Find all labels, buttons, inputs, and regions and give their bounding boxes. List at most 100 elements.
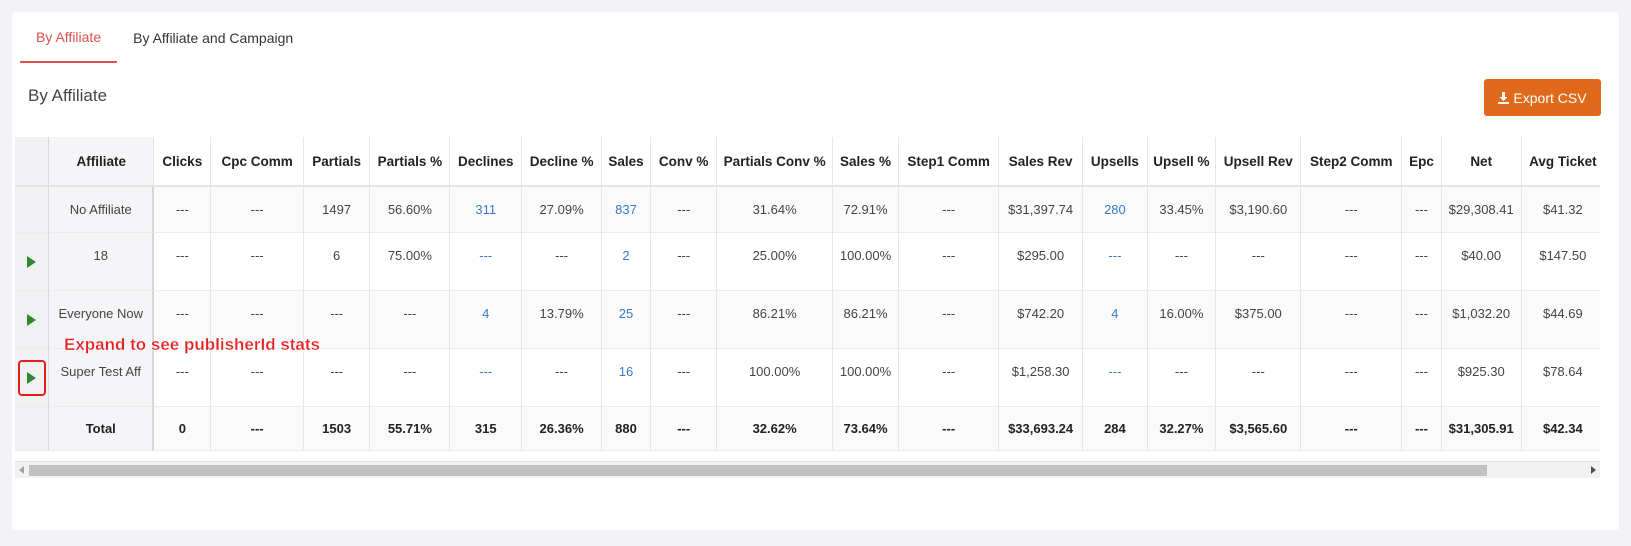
cell: $78.64	[1521, 349, 1600, 407]
cell: ---	[1402, 349, 1442, 407]
upsells-link[interactable]: 280	[1083, 187, 1148, 233]
cell: $41.32	[1521, 187, 1600, 233]
caret-right-icon	[27, 371, 37, 384]
cell: ---	[899, 187, 1000, 233]
affiliate-table-container: Affiliate Clicks Cpc Comm Partials Parti…	[15, 137, 1600, 475]
total-cell: 315	[450, 407, 523, 451]
cell: ---	[899, 233, 1000, 291]
column-header[interactable]: Sales %	[832, 137, 900, 187]
scrollbar-thumb[interactable]	[29, 465, 1487, 476]
affiliate-name: 18	[49, 233, 155, 291]
cell: 31.64%	[717, 187, 833, 233]
column-header[interactable]: Sales	[602, 137, 651, 187]
column-header[interactable]: Upsell %	[1147, 137, 1217, 187]
column-header[interactable]: Upsell Rev	[1216, 137, 1302, 187]
cell: 16.00%	[1147, 291, 1217, 349]
table-row: 18 --- --- 6 75.00% --- --- 2 --- 25.00%…	[15, 233, 1600, 291]
total-cell: $33,693.24	[999, 407, 1084, 451]
expand-cell	[15, 233, 50, 291]
cell: ---	[1147, 349, 1217, 407]
affiliate-name: No Affiliate	[49, 187, 155, 233]
declines-link[interactable]: 311	[450, 187, 523, 233]
sales-link[interactable]: 16	[602, 349, 651, 407]
cell: $44.69	[1521, 291, 1600, 349]
cell: ---	[211, 233, 304, 291]
column-header[interactable]: Step1 Comm	[899, 137, 1000, 187]
column-header[interactable]: Net	[1441, 137, 1522, 187]
cell: ---	[154, 233, 212, 291]
upsells-link[interactable]: 4	[1083, 291, 1148, 349]
cell: $1,258.30	[999, 349, 1084, 407]
cell: ---	[522, 233, 603, 291]
declines-link[interactable]: 4	[450, 291, 523, 349]
declines-link[interactable]: ---	[450, 349, 523, 407]
cell: ---	[154, 187, 212, 233]
sales-link[interactable]: 837	[602, 187, 651, 233]
scroll-left-icon[interactable]	[19, 466, 24, 474]
cell: ---	[650, 233, 718, 291]
cell: 100.00%	[832, 233, 900, 291]
total-cell: 32.62%	[717, 407, 833, 451]
expand-row-button[interactable]	[17, 359, 46, 396]
sales-link[interactable]: 2	[602, 233, 651, 291]
total-cell: ---	[650, 407, 718, 451]
cell: ---	[650, 349, 718, 407]
column-header[interactable]: Sales Rev	[999, 137, 1084, 187]
tab-by-affiliate[interactable]: By Affiliate	[20, 12, 118, 63]
column-header[interactable]: Declines	[450, 137, 523, 187]
total-cell: 73.64%	[832, 407, 900, 451]
section-title: By Affiliate	[28, 86, 108, 105]
column-header[interactable]: Decline %	[522, 137, 603, 187]
upsells-link[interactable]: ---	[1083, 233, 1148, 291]
column-header[interactable]: Partials	[303, 137, 371, 187]
cell: ---	[211, 291, 304, 349]
column-header[interactable]: Affiliate	[49, 137, 155, 187]
cell: $925.30	[1441, 349, 1522, 407]
total-cell: $42.34	[1521, 407, 1600, 451]
column-header[interactable]: Clicks	[154, 137, 212, 187]
total-cell: 0	[154, 407, 212, 451]
cell: $295.00	[999, 233, 1084, 291]
cell: ---	[1216, 233, 1302, 291]
cell: ---	[370, 291, 451, 349]
cell: 56.60%	[370, 187, 451, 233]
cell: ---	[1147, 233, 1217, 291]
total-cell: 26.36%	[522, 407, 603, 451]
column-header[interactable]: Partials %	[370, 137, 451, 187]
total-cell: $3,565.60	[1216, 407, 1302, 451]
cell: 100.00%	[717, 349, 833, 407]
affiliate-name: Everyone Now	[49, 291, 155, 349]
caret-right-icon	[27, 255, 37, 268]
sales-link[interactable]: 25	[602, 291, 651, 349]
column-header[interactable]: Cpc Comm	[211, 137, 304, 187]
upsells-link[interactable]: ---	[1083, 349, 1148, 407]
affiliate-stats-table: Affiliate Clicks Cpc Comm Partials Parti…	[15, 137, 1600, 451]
expand-cell	[15, 349, 50, 407]
total-cell: $31,305.91	[1441, 407, 1522, 451]
cell: ---	[303, 349, 371, 407]
total-cell: 55.71%	[370, 407, 451, 451]
total-cell: 32.27%	[1147, 407, 1217, 451]
column-header[interactable]: Avg Ticket	[1521, 137, 1600, 187]
export-csv-button[interactable]: Export CSV	[1484, 79, 1601, 116]
cell: $375.00	[1216, 291, 1302, 349]
cell: 86.21%	[832, 291, 900, 349]
column-header[interactable]: Conv %	[650, 137, 718, 187]
declines-link[interactable]: ---	[450, 233, 523, 291]
table-row: Everyone Now --- --- --- --- 4 13.79% 25…	[15, 291, 1600, 349]
table-header-row: Affiliate Clicks Cpc Comm Partials Parti…	[15, 137, 1600, 187]
cell: ---	[650, 291, 718, 349]
scroll-right-icon[interactable]	[1591, 466, 1596, 474]
column-header[interactable]: Epc	[1402, 137, 1442, 187]
expand-row-button[interactable]	[18, 244, 46, 280]
column-header[interactable]: Step2 Comm	[1301, 137, 1403, 187]
tab-by-affiliate-and-campaign[interactable]: By Affiliate and Campaign	[133, 29, 294, 46]
cell: ---	[650, 187, 718, 233]
horizontal-scrollbar[interactable]	[15, 461, 1600, 478]
column-header[interactable]: Upsells	[1083, 137, 1148, 187]
cell: ---	[1216, 349, 1302, 407]
expand-row-button[interactable]	[18, 302, 46, 338]
column-header[interactable]: Partials Conv %	[717, 137, 833, 187]
cell: 86.21%	[717, 291, 833, 349]
cell: ---	[1402, 291, 1442, 349]
